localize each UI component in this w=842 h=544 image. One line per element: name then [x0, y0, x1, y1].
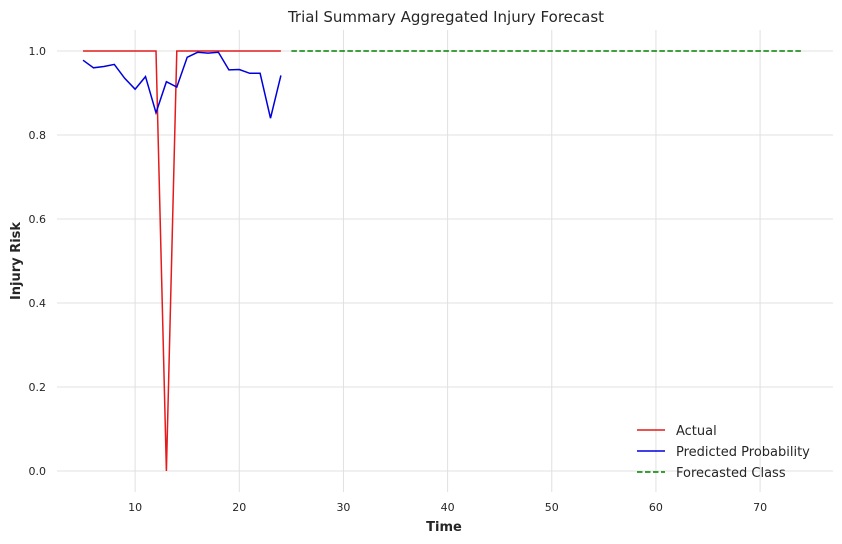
tick-labels: 10 20 30 40 50 60 70 0.0 0.2 0.4 0.6 0.8 1.0 [29, 45, 768, 514]
y-tick-label: 0.4 [29, 297, 47, 310]
x-tick-label: 30 [336, 501, 350, 514]
x-tick-label: 20 [232, 501, 246, 514]
legend: Actual Predicted Probability Forecasted Cl… [637, 424, 810, 481]
legend-label: Predicted Probability [676, 445, 810, 460]
legend-label: Actual [676, 424, 717, 439]
y-axis-label: Injury Risk [9, 222, 24, 300]
series-line-predicted-probability [82, 51, 282, 119]
chart-title: Trial Summary Aggregated Injury Forecast [287, 8, 604, 26]
y-tick-label: 0.0 [29, 465, 47, 478]
y-tick-label: 0.6 [29, 213, 47, 226]
y-tick-label: 0.8 [29, 129, 47, 142]
y-tick-label: 0.2 [29, 381, 47, 394]
x-tick-label: 60 [649, 501, 663, 514]
x-tick-label: 10 [128, 501, 142, 514]
x-tick-label: 70 [753, 501, 767, 514]
x-axis-label: Time [426, 520, 462, 535]
x-tick-label: 50 [545, 501, 559, 514]
series-line-actual [83, 50, 281, 472]
series-lines [82, 50, 802, 472]
x-tick-label: 40 [441, 501, 455, 514]
grid [57, 30, 833, 492]
y-tick-label: 1.0 [29, 45, 47, 58]
legend-label: Forecasted Class [676, 466, 786, 481]
